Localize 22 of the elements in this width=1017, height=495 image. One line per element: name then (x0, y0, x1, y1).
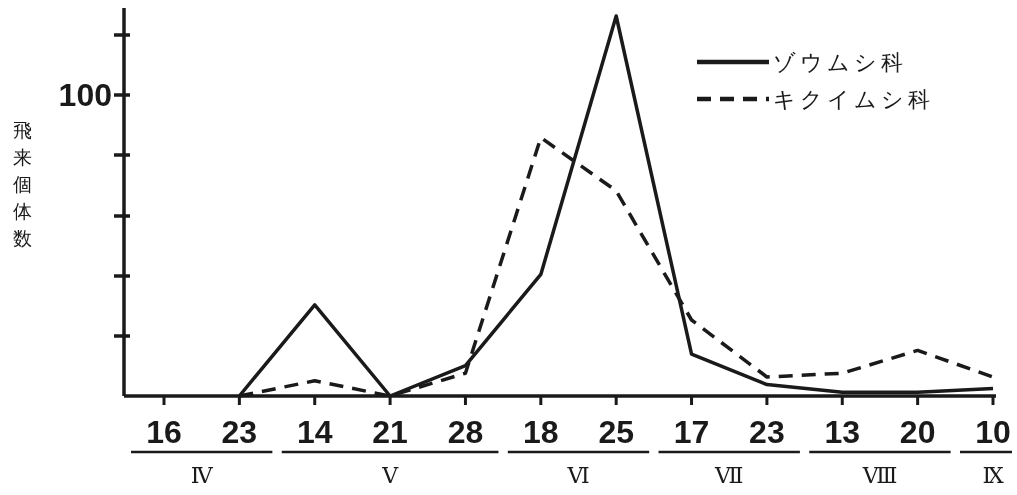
text: Ⅶ (714, 463, 744, 488)
text: Ⅸ (982, 463, 1005, 488)
x-tick-label: 28 (447, 414, 484, 450)
x-tick-label: 21 (372, 414, 408, 450)
x-tick-label: 23 (749, 414, 785, 450)
text: Ⅳ (190, 463, 214, 488)
x-tick-label: 25 (598, 414, 634, 450)
y-axis-title: 飛来個体数 (12, 119, 32, 249)
text: Ⅴ (381, 463, 400, 488)
x-tick-label: 20 (899, 414, 936, 450)
x-tick-label: 13 (824, 414, 861, 450)
legend-label: キクイムシ科 (773, 87, 934, 112)
x-tick-label: 16 (146, 414, 182, 450)
legend-label: ゾウムシ科 (773, 50, 907, 75)
x-tick-label: 23 (221, 414, 258, 450)
x-tick-label: 14 (296, 414, 333, 450)
text: 100 (58, 77, 112, 113)
text: Ⅷ (861, 463, 898, 488)
x-tick-label: 18 (523, 414, 559, 450)
text: Ⅵ (566, 463, 590, 488)
x-tick-label: 10 (975, 414, 1011, 450)
x-tick-label: 17 (673, 414, 710, 450)
